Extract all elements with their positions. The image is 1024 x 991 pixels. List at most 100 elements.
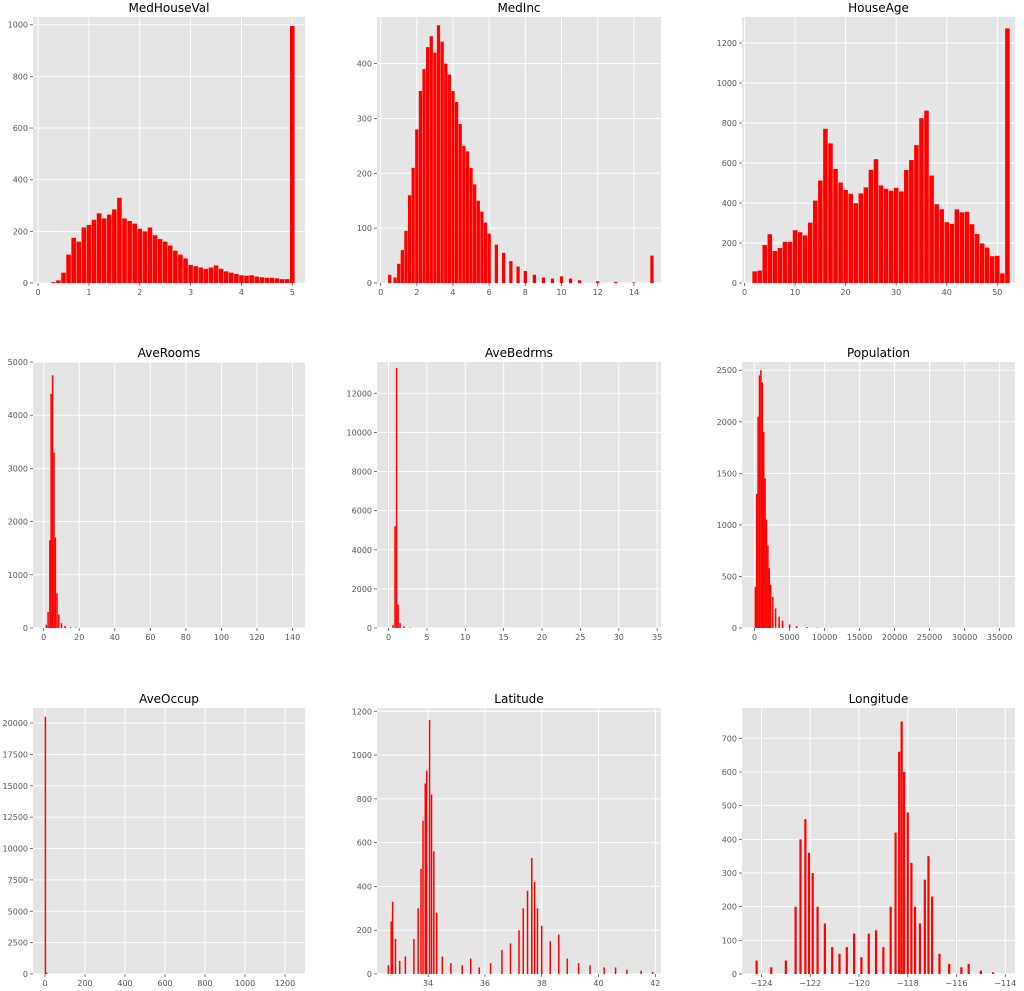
y-tick-label: 200 [722, 239, 737, 248]
x-tick-label: 1200 [275, 979, 295, 988]
histogram-bar [269, 277, 275, 283]
histogram-bar [122, 218, 127, 283]
x-tick-label: 120 [249, 633, 264, 642]
histogram-bar [858, 193, 864, 283]
chart-title: AveBedrms [485, 346, 553, 360]
y-tick-label: 2000 [352, 585, 372, 594]
y-tick-label: 15000 [3, 782, 28, 791]
histogram-panel: 0 20 40 60 80 100 120 140 0 1000 2000 3000 4000 5000 A… [8, 346, 305, 642]
histogram-bar [914, 145, 919, 283]
histogram-bar [444, 63, 448, 283]
histogram-bar [589, 965, 591, 974]
y-tick-label: 400 [357, 882, 372, 891]
x-tick-label: 14 [629, 288, 639, 297]
x-tick-label: 40 [110, 633, 120, 642]
histogram-bar [804, 819, 807, 974]
y-tick-label: 600 [357, 839, 372, 848]
histogram-bar [422, 69, 426, 284]
y-tick-label: 4000 [8, 411, 28, 420]
histogram-bar [533, 882, 536, 974]
histogram-bar [752, 271, 757, 283]
x-tick-label: 20 [841, 288, 851, 297]
plot-area [33, 362, 305, 628]
y-tick-label: 1000 [8, 571, 28, 580]
histogram-bar [429, 36, 433, 283]
histogram-bar [807, 852, 811, 974]
histogram-bar [929, 175, 934, 283]
y-tick-label: 200 [13, 227, 28, 236]
histogram-bar [234, 273, 239, 283]
histogram-bar [523, 270, 527, 283]
y-tick-label: 200 [357, 926, 372, 935]
histogram-bar [387, 965, 390, 974]
histogram-bar [904, 170, 909, 283]
histogram-bar [910, 862, 913, 974]
y-tick-label: 3000 [8, 464, 28, 473]
histogram-bar [391, 901, 394, 974]
histogram-bar [218, 268, 224, 283]
x-tick-label: 5 [290, 288, 295, 297]
histogram-bar [45, 972, 48, 974]
x-tick-label: 20 [74, 633, 84, 642]
histogram-bar [843, 190, 848, 283]
histogram-bar [769, 584, 772, 628]
histogram-bar [501, 949, 503, 974]
histogram-bar [117, 197, 122, 283]
histogram-bar [413, 938, 415, 974]
histogram-bar [394, 526, 396, 628]
y-tick-label: 0 [732, 624, 737, 633]
x-tick-label: 30 [891, 288, 901, 297]
histogram-bar [428, 720, 431, 974]
histogram-panel: 0 5000 10000 15000 20000 25000 30000 35000 0 500 1… [717, 346, 1015, 642]
plot-area [377, 708, 661, 974]
chart-title: Population [847, 346, 910, 360]
histogram-bar [509, 261, 513, 283]
plot-area [742, 362, 1015, 628]
histogram-bar [494, 244, 499, 283]
histogram-panel: 0 2 4 6 8 10 12 14 0 100 200 300 400 MedInc [357, 1, 661, 297]
x-tick-label: 60 [145, 633, 155, 642]
histogram-bar [96, 213, 102, 283]
histogram-bar [806, 627, 808, 628]
histogram-bar [244, 275, 249, 283]
histogram-bar [807, 222, 813, 283]
histogram-bar [774, 608, 777, 628]
histogram-bar [188, 264, 193, 283]
x-tick-label: 0 [41, 633, 46, 642]
plot-area [33, 17, 305, 283]
histogram-bar [420, 868, 422, 974]
y-tick-label: 2000 [8, 518, 28, 527]
histogram-bar [939, 209, 944, 283]
histogram-bar [440, 41, 444, 283]
histogram-bar [404, 230, 408, 283]
histogram-bar [71, 237, 76, 283]
histogram-bar [559, 276, 564, 283]
histogram-bar [797, 232, 803, 283]
histogram-bar [831, 947, 834, 974]
histogram-bar [465, 151, 470, 283]
histogram-bar [761, 382, 764, 628]
histogram-bar [614, 281, 618, 283]
histogram-bar [626, 969, 628, 974]
histogram-bar [558, 934, 560, 974]
histogram-bar [395, 367, 398, 628]
x-tick-label: 15 [499, 633, 509, 642]
histogram-bar [399, 623, 401, 628]
histogram-panel: 0 5 10 15 20 25 30 35 0 2000 4000 6000 8000 10000 1200… [347, 346, 663, 642]
histogram-bar [47, 612, 49, 628]
chart-title: MedHouseVal [129, 1, 210, 15]
histogram-bar [476, 200, 480, 283]
histogram-bar [393, 277, 397, 283]
histogram-bar [924, 110, 929, 283]
histogram-bar [458, 123, 462, 283]
x-tick-label: 0 [42, 979, 47, 988]
histogram-bar [203, 268, 209, 283]
x-tick-label: 20 [537, 633, 547, 642]
histogram-bar [49, 540, 51, 628]
x-tick-label: 42 [650, 979, 660, 988]
x-tick-label: 100 [214, 633, 229, 642]
histogram-bar [853, 933, 856, 974]
histogram-bar [772, 251, 778, 283]
histogram-bar [918, 923, 922, 974]
y-tick-label: 500 [722, 802, 737, 811]
